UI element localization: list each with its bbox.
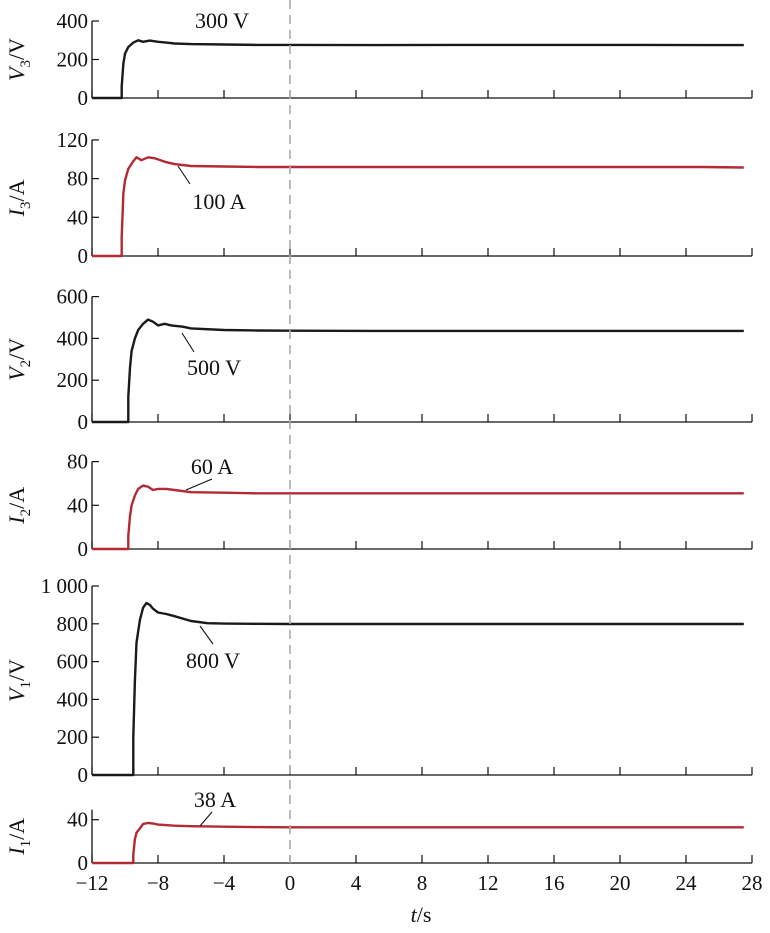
y-tick-label: 0 — [78, 537, 89, 561]
panel-i2: 0 40 80 I2/A 60 A — [4, 450, 753, 561]
y-axis-label: V2/V — [4, 338, 34, 381]
x-tick-label: 0 — [285, 871, 296, 895]
y-tick-label: 40 — [67, 808, 88, 832]
x-tick-label: 20 — [610, 871, 631, 895]
y-tick-label: 40 — [67, 205, 88, 229]
annotation-leader — [181, 332, 195, 353]
panel-v1: 0 200 400 600 800 1 000 V1/V 800 V — [4, 574, 753, 787]
annotation-label: 300 V — [195, 8, 249, 33]
x-tick-label: −8 — [147, 871, 169, 895]
y-tick-label: 120 — [57, 128, 89, 152]
series-line-v2 — [92, 318, 744, 424]
annotation-leader — [185, 478, 213, 491]
annotation-label: 60 A — [191, 454, 233, 479]
x-tick-label: −12 — [76, 871, 109, 895]
annotation-label: 38 A — [194, 787, 236, 812]
y-axis-label: I1/A — [4, 818, 34, 856]
y-tick-label: 40 — [67, 493, 88, 517]
x-tick-label: 8 — [417, 871, 428, 895]
y-tick-label: 0 — [78, 244, 89, 268]
panel-v3: 0 200 400 V3/V 300 V — [4, 8, 753, 110]
series-line-v1 — [92, 601, 744, 777]
y-tick-label: 600 — [57, 285, 89, 309]
y-tick-label: 400 — [57, 326, 89, 350]
x-axis-title: t/s — [411, 902, 432, 927]
y-tick-label: 0 — [78, 851, 89, 875]
y-tick-label: 0 — [78, 763, 89, 787]
y-tick-label: 200 — [57, 48, 89, 72]
x-tick-label: −4 — [213, 871, 236, 895]
y-tick-label: 600 — [57, 650, 89, 674]
series-line-i1 — [92, 821, 744, 865]
series-line-i3 — [92, 156, 744, 258]
series-line-v3 — [92, 39, 744, 100]
panel-v2: 0 200 400 600 V2/V 500 V — [4, 285, 753, 434]
x-tick-label: 24 — [676, 871, 698, 895]
annotation-label: 100 A — [192, 189, 245, 214]
y-tick-label: 80 — [67, 167, 88, 191]
y-axis-label: I3/A — [4, 179, 34, 217]
annotation-leader — [177, 165, 191, 185]
x-tick-label: 4 — [351, 871, 362, 895]
y-tick-label: 0 — [78, 86, 89, 110]
y-tick-label: 400 — [57, 9, 89, 33]
annotation-label: 500 V — [187, 355, 241, 380]
x-tick-label: 16 — [544, 871, 565, 895]
y-tick-label: 200 — [57, 368, 89, 392]
y-axis-label: V3/V — [4, 38, 34, 81]
y-axis-label: V1/V — [4, 659, 34, 702]
series-line-i2 — [92, 484, 744, 551]
annotation-label: 800 V — [186, 648, 240, 673]
panel-i1: 0 40 I1/A 38 A −12 −8 −4 0 4 8 12 16 20 24 28 — [4, 787, 763, 895]
y-tick-label: 200 — [57, 725, 89, 749]
annotation-leader — [199, 625, 214, 645]
x-tick-label: 12 — [478, 871, 499, 895]
y-tick-label: 0 — [78, 410, 89, 434]
annotation-leader — [199, 811, 213, 827]
x-tick-label: 28 — [742, 871, 763, 895]
y-tick-label: 400 — [57, 687, 89, 711]
panel-i3: 0 40 80 120 I3/A 100 A — [4, 128, 753, 268]
y-tick-label: 800 — [57, 612, 89, 636]
y-axis-label: I2/A — [4, 487, 34, 525]
y-tick-label: 1 000 — [41, 574, 88, 598]
y-tick-label: 80 — [67, 450, 88, 474]
